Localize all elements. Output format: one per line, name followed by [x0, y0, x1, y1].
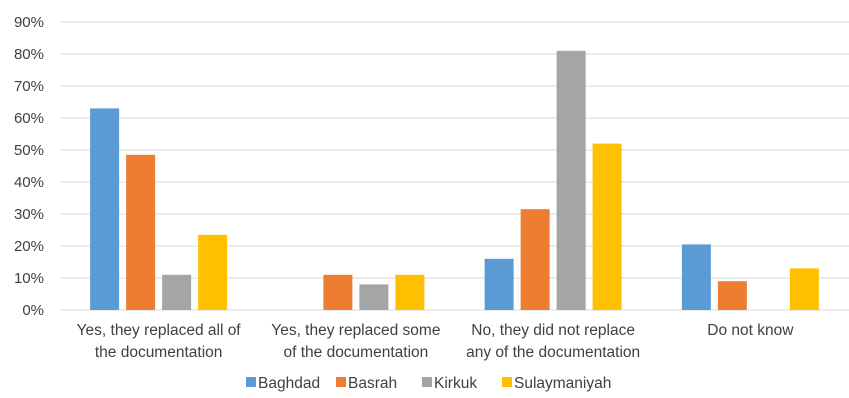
y-tick-label: 90% — [14, 14, 44, 31]
category-label: No, they did not replace any of the docum… — [466, 322, 640, 361]
bar-baghdad-2 — [484, 258, 514, 310]
bar-kirkuk-1 — [359, 284, 389, 310]
y-tick-label: 10% — [14, 270, 44, 287]
legend-label: Kirkuk — [434, 375, 477, 392]
legend-swatch — [502, 377, 512, 387]
legend-label: Baghdad — [258, 375, 320, 392]
gridlines — [60, 21, 849, 311]
category-label: Yes, they replaced some of the documentat… — [271, 322, 440, 361]
category-label: Do not know — [707, 322, 794, 339]
bar-basrah-0 — [126, 154, 156, 310]
category-label: Yes, they replaced all of the documentati… — [77, 322, 242, 361]
bar-sulaymaniyah-3 — [789, 268, 819, 310]
bar-sulaymaniyah-0 — [198, 234, 228, 310]
y-axis-ticks: 0% 10% 20% 30% 40% 50% 60% 70% 80% 90% — [14, 14, 44, 319]
legend-swatch — [246, 377, 256, 387]
y-tick-label: 80% — [14, 46, 44, 63]
bar-basrah-3 — [717, 281, 747, 310]
bar-kirkuk-0 — [162, 274, 192, 310]
legend-label: Sulaymaniyah — [514, 375, 611, 392]
legend: Baghdad Basrah Kirkuk Sulaymaniyah — [246, 375, 611, 392]
y-tick-label: 30% — [14, 206, 44, 223]
bars — [90, 50, 819, 311]
y-tick-label: 50% — [14, 142, 44, 159]
y-tick-label: 40% — [14, 174, 44, 191]
y-tick-label: 70% — [14, 78, 44, 95]
y-tick-label: 0% — [22, 302, 44, 319]
bar-kirkuk-2 — [556, 50, 586, 311]
bar-baghdad-3 — [681, 244, 711, 310]
legend-label: Basrah — [348, 375, 397, 392]
legend-swatch — [422, 377, 432, 387]
legend-swatch — [336, 377, 346, 387]
category-labels: Yes, they replaced all of the documentati… — [77, 322, 795, 361]
bar-basrah-2 — [520, 209, 550, 310]
bar-baghdad-0 — [90, 108, 120, 311]
y-tick-label: 20% — [14, 238, 44, 255]
bar-basrah-1 — [323, 274, 353, 310]
y-tick-label: 60% — [14, 110, 44, 127]
bar-sulaymaniyah-2 — [592, 143, 622, 310]
bar-sulaymaniyah-1 — [395, 274, 425, 310]
